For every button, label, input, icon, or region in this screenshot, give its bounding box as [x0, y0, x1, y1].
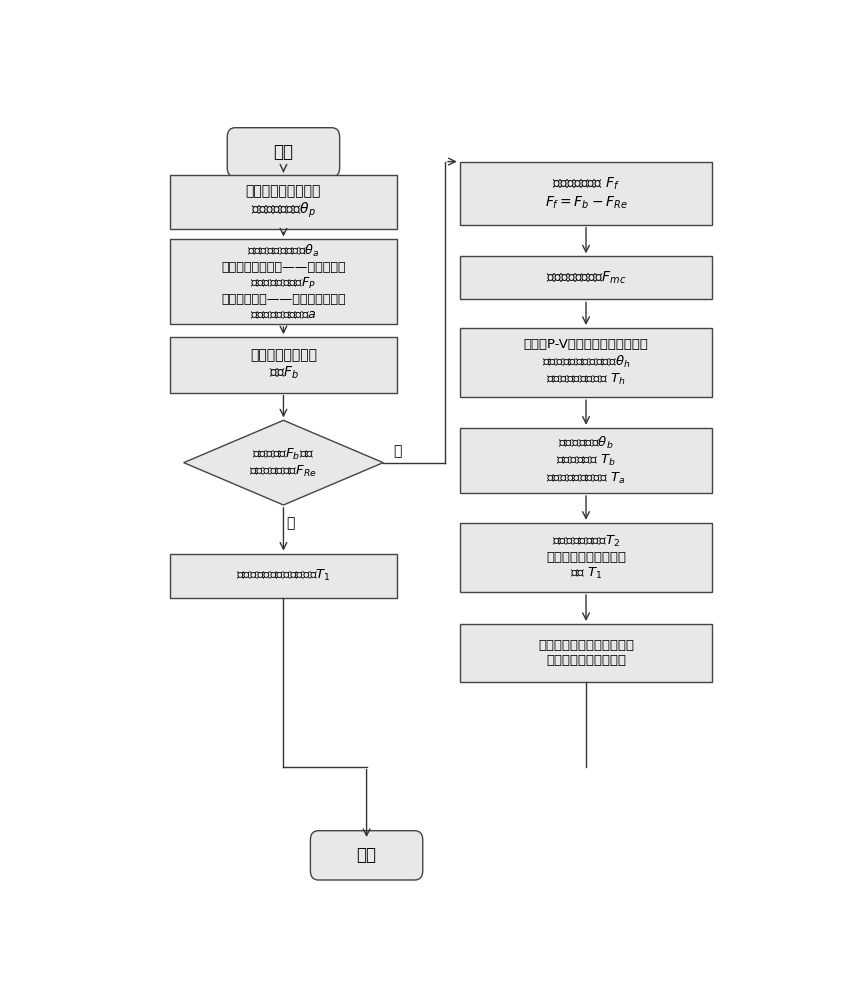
Bar	[460, 523, 712, 592]
Bar	[460, 428, 712, 493]
Text: 目标摩擦制动力 $F_f$
$F_f = F_b - F_{Re}$: 目标摩擦制动力 $F_f$ $F_f = F_b - F_{Re}$	[545, 176, 627, 211]
Text: 是: 是	[393, 444, 402, 458]
Text: 计算出整车目标制
动力$F_b$: 计算出整车目标制 动力$F_b$	[250, 348, 317, 381]
FancyBboxPatch shape	[227, 128, 340, 177]
Bar	[460, 328, 712, 397]
Bar	[460, 162, 712, 225]
Text: 结束: 结束	[357, 846, 377, 864]
Polygon shape	[184, 420, 384, 505]
Text: 制动电机输出转矩$T_2$
踏板感觉模拟电机输出
转矩 $T_1$: 制动电机输出转矩$T_2$ 踏板感觉模拟电机输出 转矩 $T_1$	[546, 534, 626, 581]
Text: 主缸推杆目标推力$F_{mc}$: 主缸推杆目标推力$F_{mc}$	[546, 270, 626, 286]
Bar	[171, 175, 396, 229]
FancyBboxPatch shape	[311, 831, 423, 880]
Bar	[171, 554, 396, 598]
Text: 开始: 开始	[274, 143, 293, 161]
Bar	[460, 256, 712, 299]
Text: 中心太阳轮输入转角$\theta_a$
查询制动踏板位移——制动踏板力
图，求出踏板反力$F_P$
查询制动踏板——制动减速度图，
求出目标制动减速度$a$: 中心太阳轮输入转角$\theta_a$ 查询制动踏板位移——制动踏板力 图，求出…	[221, 242, 346, 321]
Bar	[171, 337, 396, 393]
Bar	[171, 239, 396, 324]
Text: 齿圈输入转角$\theta_b$
齿圈输出转矩 $T_b$
中心太阳轮输入转矩 $T_a$: 齿圈输入转角$\theta_b$ 齿圈输出转矩 $T_b$ 中心太阳轮输入转矩 …	[547, 435, 625, 486]
Text: 踏板位移传感器测量
制动踏板角位移$\theta_p$: 踏板位移传感器测量 制动踏板角位移$\theta_p$	[245, 184, 321, 220]
Text: 由主缸P-V特性求出主缸推杆位移
进而求出行星架输出转角$\theta_h$
求出行星架输出转矩 $T_h$: 由主缸P-V特性求出主缸推杆位移 进而求出行星架输出转角$\theta_h$ 求…	[523, 338, 649, 387]
Text: 踏板感觉模拟电机输出转矩$T_1$: 踏板感觉模拟电机输出转矩$T_1$	[236, 568, 331, 583]
Text: 目标制动力$F_b$是否
大于再生制动力$F_{Re}$: 目标制动力$F_b$是否 大于再生制动力$F_{Re}$	[250, 446, 317, 479]
Text: 否: 否	[286, 517, 294, 531]
Bar	[460, 624, 712, 682]
Text: 电机调节器分别调节制动电
机和踏板感觉模拟电机: 电机调节器分别调节制动电 机和踏板感觉模拟电机	[538, 639, 634, 667]
